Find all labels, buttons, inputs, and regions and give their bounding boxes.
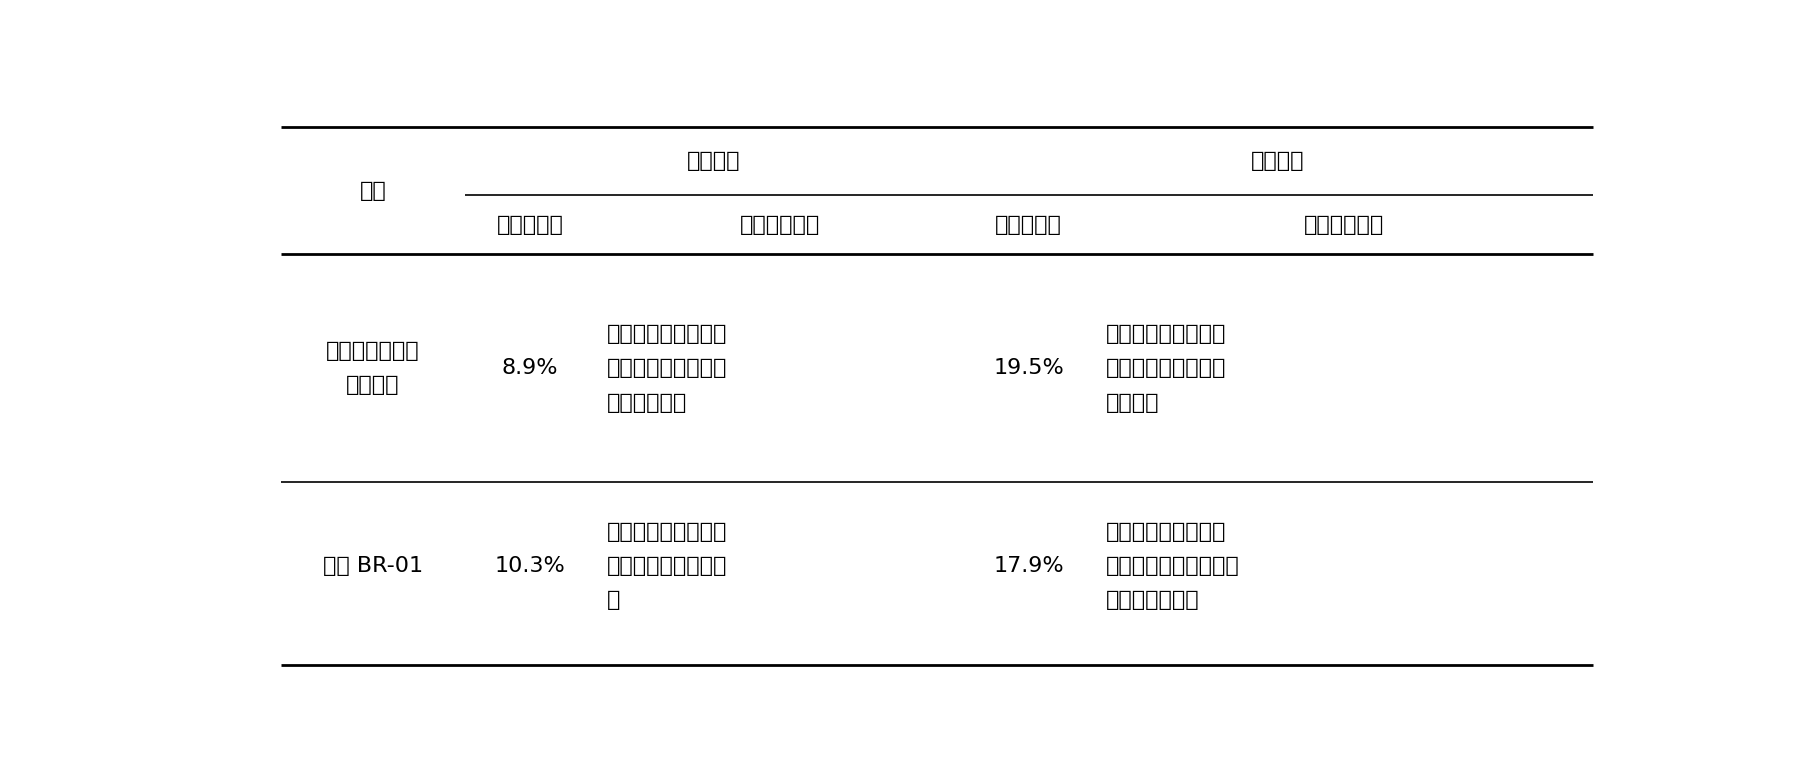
Text: 感官评价结果: 感官评价结果 <box>1304 215 1383 235</box>
Text: 添加相应量丙二
醇和甘油: 添加相应量丙二 醇和甘油 <box>326 341 420 395</box>
Text: 干燥环境: 干燥环境 <box>688 151 740 172</box>
Text: 烟丝有所软化，湿度
稍好。烟香变化较小，
香气透发性加好: 烟丝有所软化，湿度 稍好。烟香变化较小， 香气透发性加好 <box>1106 522 1239 611</box>
Text: 潮湿环境: 潮湿环境 <box>1252 151 1306 172</box>
Text: 19.5%: 19.5% <box>994 358 1064 378</box>
Text: 样品: 样品 <box>360 181 385 201</box>
Text: 烟丝明显软化，硬度
下降，香气发闷，透
发性下降: 烟丝明显软化，硬度 下降，香气发闷，透 发性下降 <box>1106 324 1226 413</box>
Text: 平衡含水率: 平衡含水率 <box>996 215 1063 235</box>
Text: 8.9%: 8.9% <box>502 358 558 378</box>
Text: 10.3%: 10.3% <box>495 556 566 576</box>
Text: 感官评价结果: 感官评价结果 <box>740 215 819 235</box>
Text: 烟丝较为柔软，香气
变化较少，刺激性稍
有: 烟丝较为柔软，香气 变化较少，刺激性稍 有 <box>607 522 728 611</box>
Text: 平衡含水率: 平衡含水率 <box>497 215 564 235</box>
Text: 17.9%: 17.9% <box>994 556 1064 576</box>
Text: 添加 BR-01: 添加 BR-01 <box>322 556 423 576</box>
Text: 烟丝较为干燥，口腔
刺激性增大，残留明
显，香气变差: 烟丝较为干燥，口腔 刺激性增大，残留明 显，香气变差 <box>607 324 728 413</box>
